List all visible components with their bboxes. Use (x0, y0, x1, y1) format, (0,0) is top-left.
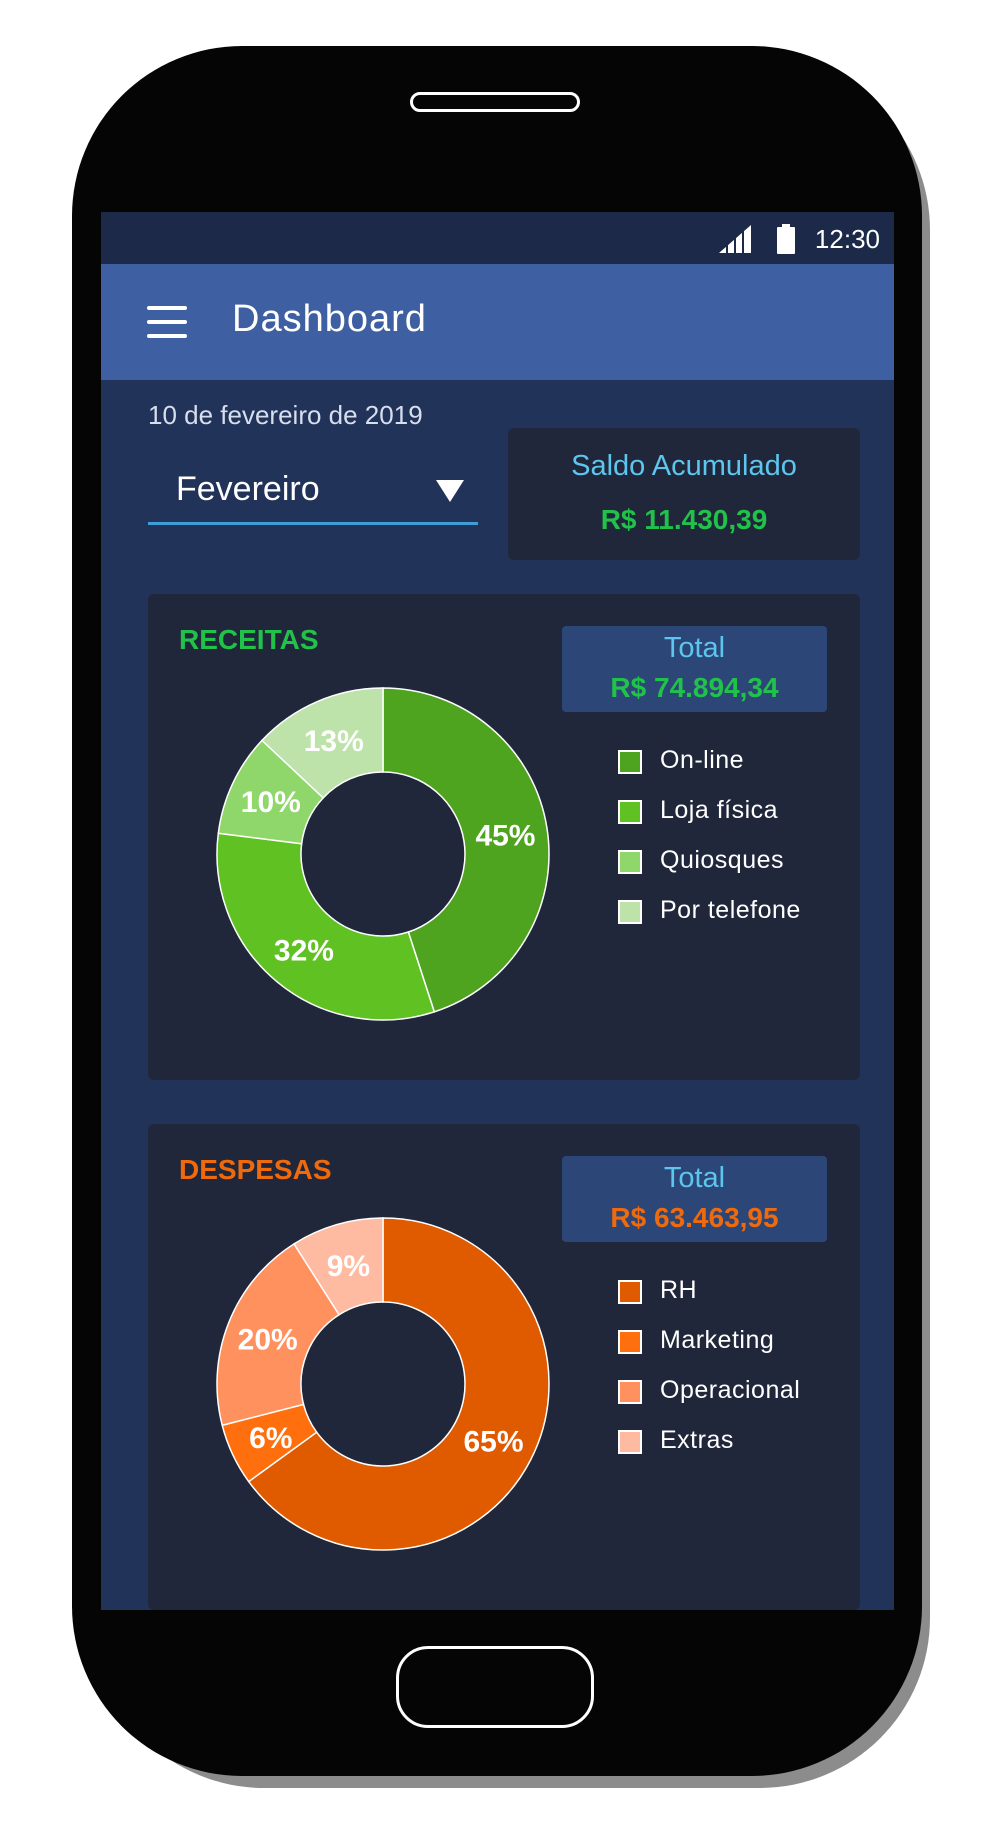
battery-icon (777, 224, 795, 254)
despesas-slice-label-1: 6% (249, 1422, 292, 1455)
saldo-label: Saldo Acumulado (571, 450, 797, 482)
receitas-legend-label: Quiosques (660, 846, 785, 874)
phone-speaker (410, 92, 580, 112)
signal-icon (719, 225, 751, 253)
despesas-slice-2 (216, 1242, 341, 1427)
despesas-legend-label: Extras (660, 1426, 734, 1454)
receitas-legend-swatch (618, 850, 642, 874)
dropdown-triangle-icon (436, 480, 464, 502)
despesas-card: DESPESAS Total R$ 63.463,95 65% 6% 20% 9% R… (148, 1124, 860, 1610)
receitas-legend-swatch (618, 800, 642, 824)
receitas-total-label: Total (663, 632, 726, 664)
receitas-legend-swatch (618, 750, 642, 774)
status-bar: 12:30 (101, 212, 894, 264)
receitas-slice-label-1: 32% (274, 935, 334, 968)
receitas-slice-0 (382, 687, 550, 1013)
despesas-total-label: Total (663, 1162, 726, 1194)
despesas-donut-chart: 65% 6% 20% 9% (216, 1217, 550, 1551)
receitas-legend-label: Loja física (660, 796, 779, 824)
despesas-slice-0 (247, 1217, 550, 1551)
despesas-legend-swatch (618, 1430, 642, 1454)
despesas-legend-label: RH (660, 1276, 698, 1304)
date-label: 10 de fevereiro de 2019 (148, 400, 423, 430)
receitas-total-value: R$ 74.894,34 (610, 672, 779, 703)
despesas-legend-swatch (618, 1280, 642, 1304)
saldo-value: R$ 11.430,39 (600, 504, 768, 535)
receitas-slice-3 (260, 687, 384, 799)
despesas-slice-label-2: 20% (238, 1323, 298, 1356)
receitas-card: RECEITAS Total R$ 74.894,34 45% 32% 10% 13%… (148, 594, 860, 1080)
receitas-legend-label: On-line (660, 746, 745, 774)
receitas-slice-1 (216, 832, 436, 1021)
despesas-slice-label-0: 65% (463, 1425, 523, 1458)
despesas-legend-swatch (618, 1380, 642, 1404)
despesas-total-value: R$ 63.463,95 (610, 1202, 779, 1233)
despesas-legend-swatch (618, 1330, 642, 1354)
receitas-legend-swatch (618, 900, 642, 924)
app-bar: Dashboard (101, 264, 894, 380)
menu-icon[interactable] (147, 306, 187, 338)
page-title: Dashboard (232, 298, 427, 340)
despesas-title: DESPESAS (179, 1154, 332, 1185)
phone-screen: 12:30 Dashboard 10 de fevereiro de 2019 … (101, 212, 894, 1610)
despesas-slice-3 (293, 1217, 384, 1316)
month-select[interactable]: Fevereiro (148, 462, 478, 525)
despesas-legend-label: Operacional (660, 1376, 801, 1404)
saldo-card: Saldo Acumulado R$ 11.430,39 (508, 428, 860, 560)
month-select-value: Fevereiro (176, 470, 320, 508)
despesas-slice-label-3: 9% (327, 1250, 370, 1283)
despesas-total-box: Total R$ 63.463,95 (562, 1156, 827, 1242)
receitas-title: RECEITAS (179, 624, 319, 655)
status-time: 12:30 (814, 224, 880, 254)
receitas-slice-label-3: 13% (304, 725, 364, 758)
receitas-donut-chart: 45% 32% 10%13% (216, 687, 550, 1021)
despesas-legend-label: Marketing (660, 1326, 775, 1354)
receitas-total-box: Total R$ 74.894,34 (562, 626, 827, 712)
receitas-slice-label-0: 45% (475, 820, 535, 853)
receitas-slice-label-2: 10% (241, 786, 301, 819)
home-button[interactable] (396, 1646, 594, 1728)
receitas-legend-label: Por telefone (660, 896, 801, 924)
